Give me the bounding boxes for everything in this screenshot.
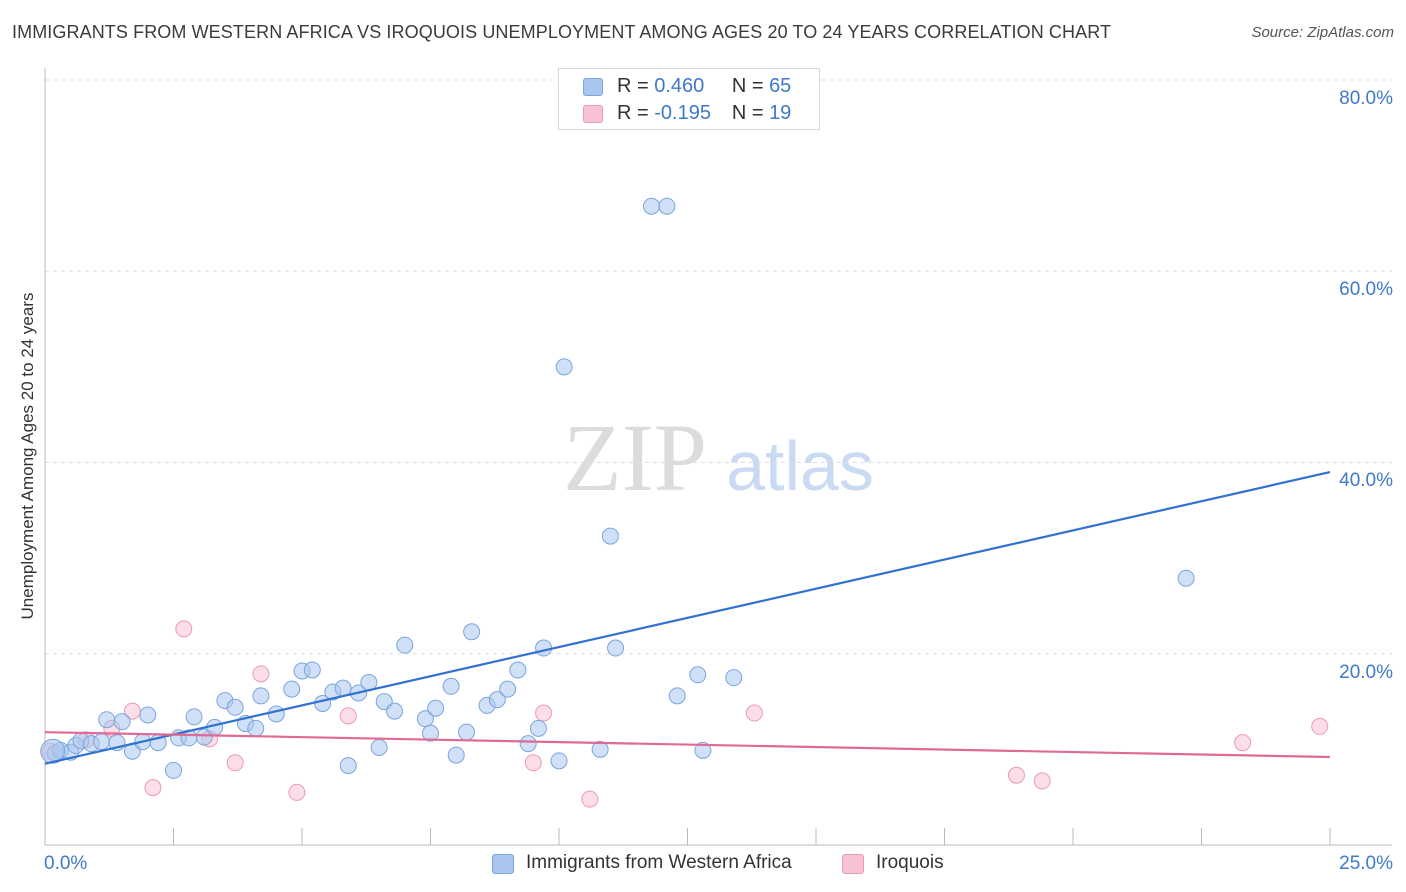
western-africa-point: [689, 666, 707, 684]
legend-r-value: -0.195: [654, 102, 711, 124]
western-africa-point: [509, 661, 527, 679]
western-africa-point: [252, 687, 270, 705]
iroquois-point: [339, 707, 357, 725]
iroquois-point: [226, 754, 244, 772]
y-tick-label: 20.0%: [1339, 662, 1393, 683]
western-africa-point: [427, 699, 445, 717]
western-africa-point: [488, 691, 506, 709]
western-africa-point: [643, 197, 661, 215]
watermark-zip: ZIP: [563, 404, 707, 511]
western-africa-point: [725, 669, 743, 687]
western-africa-point: [267, 705, 285, 723]
gridlines: [45, 79, 1392, 655]
western-africa-point: [396, 636, 414, 654]
western-africa-point: [529, 719, 547, 737]
legend-r-label: R =: [617, 75, 649, 97]
western-africa-point: [550, 752, 568, 770]
correlation-legend: R = 0.460 N = 65 R = -0.195 N = 19: [558, 68, 820, 130]
legend-r-value: 0.460: [654, 75, 705, 97]
legend-n-label: N =: [731, 102, 764, 124]
western-africa-point: [185, 708, 203, 726]
bottom-legend-label: Immigrants from Western Africa: [526, 852, 792, 873]
iroquois-point: [1311, 717, 1329, 735]
western-africa-point: [339, 757, 357, 775]
x-tick-label-max: 25.0%: [1339, 853, 1393, 874]
watermark-atlas: atlas: [726, 427, 874, 505]
western-africa-point-cluster: [40, 738, 66, 764]
western-africa-point: [463, 623, 481, 641]
western-africa-point: [139, 706, 157, 724]
x-tick-label-min: 0.0%: [44, 853, 87, 874]
western-africa-point: [591, 740, 609, 758]
western-africa-point: [601, 527, 619, 545]
western-africa-point: [98, 711, 116, 729]
western-africa-point: [303, 661, 321, 679]
iroquois-point: [1234, 734, 1252, 752]
western-africa-point: [694, 741, 712, 759]
western-africa-point: [658, 197, 676, 215]
western-africa-point: [519, 735, 537, 753]
legend-n-value: 19: [769, 102, 792, 124]
iroquois-point: [745, 704, 763, 722]
y-tick-label: 60.0%: [1339, 279, 1393, 300]
bottom-legend-label: Iroquois: [876, 852, 944, 873]
chart-title: IMMIGRANTS FROM WESTERN AFRICA VS IROQUO…: [12, 22, 1112, 42]
y-tick-labels: 20.0% 40.0% 60.0% 80.0%: [1339, 88, 1393, 683]
western-africa-point: [226, 698, 244, 716]
iroquois-point: [144, 779, 162, 797]
western-africa-point: [447, 746, 465, 764]
western-africa-point: [535, 639, 553, 657]
western-africa-point: [370, 738, 388, 756]
legend-r-label: R =: [617, 102, 649, 124]
iroquois-point: [252, 665, 270, 683]
y-tick-label: 80.0%: [1339, 88, 1393, 109]
iroquois-point: [175, 620, 193, 638]
legend-n-label: N =: [731, 75, 764, 97]
western-africa-point: [668, 687, 686, 705]
legend-swatch-blue: [583, 78, 603, 96]
iroquois-point: [524, 754, 542, 772]
y-tick-label: 40.0%: [1339, 470, 1393, 491]
western-africa-point: [422, 724, 439, 742]
iroquois-point: [1033, 772, 1051, 790]
x-tick-labels: 0.0% 25.0%: [44, 853, 1393, 874]
bottom-legend-swatch-blue: [492, 854, 514, 874]
western-africa-point: [93, 733, 111, 751]
western-africa-point: [165, 761, 182, 779]
western-africa-point: [499, 680, 517, 698]
iroquois-point: [1007, 766, 1025, 784]
western-africa-point: [607, 639, 625, 657]
western-africa-point: [457, 723, 475, 741]
western-africa-points: [40, 197, 1195, 779]
trend-line-western-africa: [44, 470, 1331, 765]
iroquois-point: [535, 704, 553, 722]
western-africa-point: [1177, 569, 1195, 587]
western-africa-point: [113, 713, 131, 731]
western-africa-point: [442, 677, 460, 695]
western-africa-point: [386, 702, 404, 720]
western-africa-point: [283, 680, 301, 698]
iroquois-point: [581, 790, 599, 808]
trend-lines: [44, 470, 1331, 765]
trend-line-iroquois: [44, 731, 1331, 759]
source-label: Source: ZipAtlas.com: [1251, 24, 1394, 41]
western-africa-point: [247, 719, 265, 737]
iroquois-point: [288, 783, 306, 801]
legend-swatch-pink: [583, 105, 603, 123]
legend-n-value: 65: [769, 75, 792, 97]
bottom-legend-swatch-pink: [842, 854, 864, 874]
axes: [44, 68, 1392, 846]
western-africa-point: [555, 358, 573, 376]
watermark: ZIP atlas: [563, 404, 874, 511]
